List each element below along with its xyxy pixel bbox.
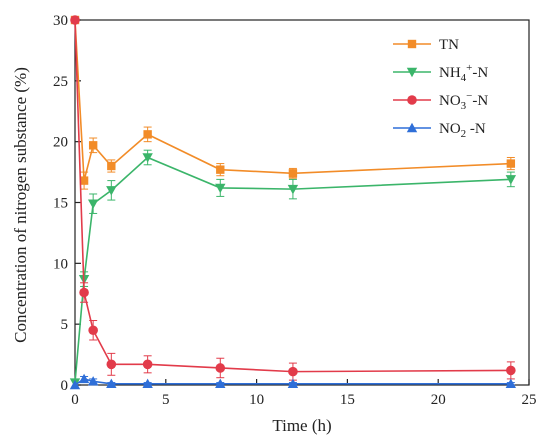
data-point	[288, 366, 298, 377]
series-TN	[70, 15, 516, 190]
data-point	[107, 161, 116, 171]
data-point	[143, 130, 152, 139]
data-point	[287, 378, 299, 388]
x-tick-label: 20	[431, 392, 446, 408]
data-point	[88, 141, 98, 150]
legend-label-sup: +	[466, 62, 472, 74]
legend-label-after: -N	[472, 65, 488, 81]
data-point	[215, 378, 226, 388]
x-tick-label: 0	[71, 392, 79, 408]
y-tick-label: 15	[53, 196, 68, 212]
series-NO3--N	[70, 15, 516, 381]
data-point	[142, 378, 153, 388]
data-point	[70, 15, 80, 25]
data-point	[79, 287, 89, 298]
x-tick-label: 5	[162, 392, 170, 408]
series-NH4+-N	[69, 149, 517, 388]
data-point	[287, 184, 299, 195]
data-point	[106, 359, 117, 370]
legend-label-main: TN	[439, 37, 459, 53]
x-tick-label: 15	[340, 392, 355, 408]
y-tick-label: 25	[53, 74, 68, 90]
data-point	[142, 153, 153, 163]
data-point	[407, 95, 417, 105]
y-tick-label: 0	[61, 378, 69, 394]
data-point	[506, 159, 516, 168]
y-tick-label: 30	[53, 13, 68, 29]
legend-item: NO3−-N	[393, 90, 488, 112]
data-point	[87, 376, 99, 386]
series-line	[74, 19, 511, 181]
data-point	[106, 186, 117, 196]
series-NO2--N	[69, 373, 517, 390]
legend-label: NH4+-N	[439, 62, 488, 84]
legend-label-sup: −	[466, 90, 472, 102]
data-point	[78, 373, 90, 384]
legend-label-after: -N	[466, 121, 486, 137]
legend-item: NO2 -N	[393, 121, 486, 140]
series-line	[74, 156, 511, 383]
data-point	[88, 325, 98, 336]
legend-item: NH4+-N	[393, 62, 488, 84]
data-point	[215, 363, 226, 373]
data-point	[215, 183, 226, 194]
data-point	[406, 122, 418, 133]
data-point	[505, 378, 517, 388]
series-line	[74, 19, 511, 373]
data-point	[506, 365, 516, 376]
legend-label: TN	[439, 37, 459, 53]
legend-label-main: NO	[439, 93, 461, 109]
y-tick-label: 20	[53, 135, 68, 151]
x-tick-label: 10	[249, 392, 264, 408]
data-point	[406, 67, 418, 78]
data-point	[505, 175, 517, 185]
data-point	[79, 176, 89, 185]
legend-label-main: NH	[439, 65, 461, 81]
data-point	[87, 199, 99, 209]
legend-item: TN	[393, 37, 459, 53]
data-point	[142, 359, 153, 370]
legend-label-main: NO	[439, 121, 461, 137]
y-tick-label: 5	[61, 317, 69, 333]
legend-label: NO3−-N	[439, 90, 488, 112]
legend-label-sub: 4	[461, 72, 467, 84]
y-axis-label: Concentration of nitrogen substance (%)	[11, 67, 30, 343]
legend-label-sub: 2	[461, 128, 467, 140]
y-tick-label: 10	[53, 256, 68, 272]
data-point	[69, 379, 81, 390]
x-tick-label: 25	[522, 392, 537, 408]
x-axis-label: Time (h)	[272, 416, 331, 435]
data-point	[407, 39, 417, 49]
axis-ticks: 0 5 10 15 20 25 0 5 10 15 20 25 30	[53, 13, 537, 408]
legend-label: NO2 -N	[439, 121, 486, 140]
legend-label-sub: 3	[461, 100, 467, 112]
data-point	[216, 165, 225, 174]
series-group	[69, 15, 517, 390]
data-point	[106, 378, 117, 388]
data-point	[288, 169, 298, 178]
legend-label-after: -N	[472, 93, 488, 109]
